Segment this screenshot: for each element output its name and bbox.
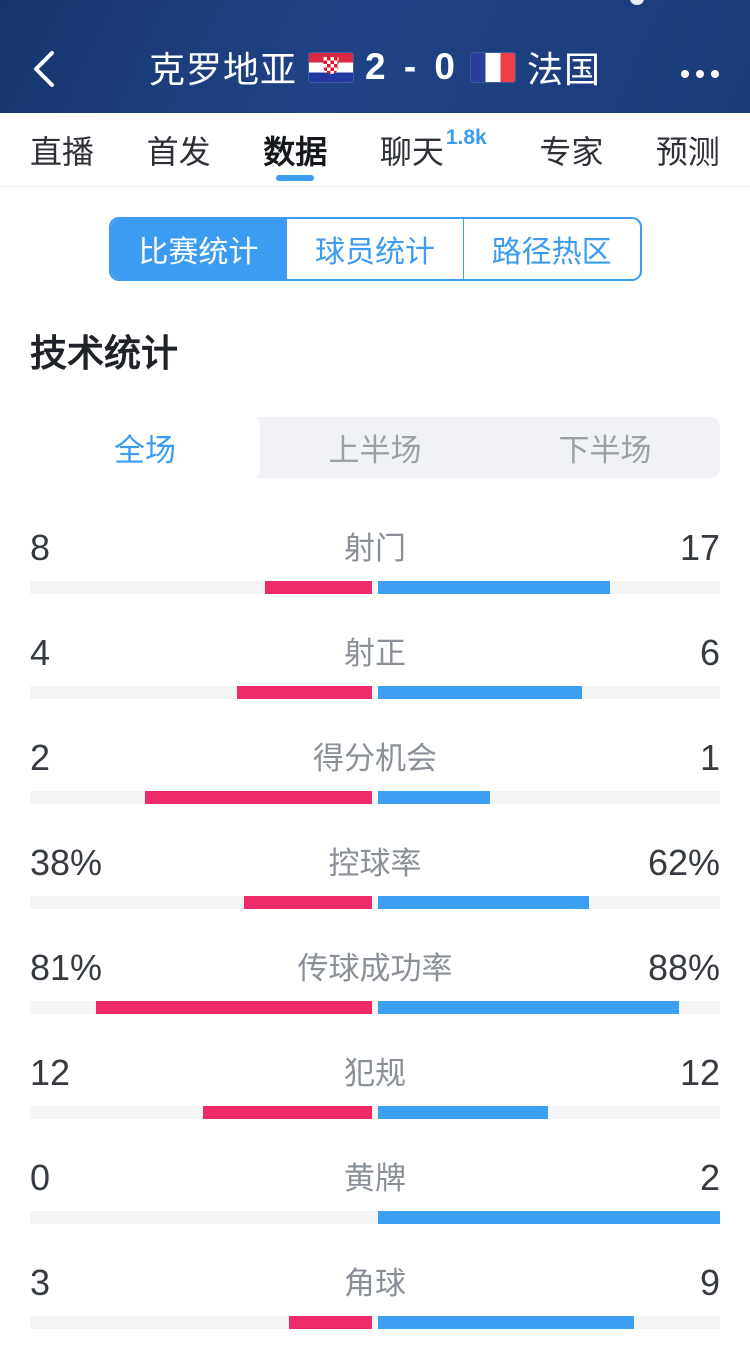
stat-label: 射门 bbox=[344, 531, 406, 566]
home-bar bbox=[237, 686, 372, 699]
header-decoration-dot bbox=[630, 0, 644, 5]
stat-bar-track bbox=[30, 1106, 720, 1119]
away-value: 17 bbox=[679, 527, 720, 568]
stat-row: 81% 传球成功率 88% bbox=[30, 936, 720, 1041]
period-full-match[interactable]: 全场 bbox=[30, 417, 260, 478]
stat-row: 8 射门 17 bbox=[30, 516, 720, 621]
back-button[interactable] bbox=[22, 43, 66, 95]
dot-icon bbox=[681, 70, 689, 78]
stat-row: 0 黄牌 2 bbox=[30, 1146, 720, 1251]
tab-chat[interactable]: 聊天 1.8k bbox=[379, 125, 487, 170]
home-bar bbox=[264, 581, 372, 594]
away-bar bbox=[378, 791, 491, 804]
stat-bar-track bbox=[30, 1001, 720, 1014]
stat-label: 黄牌 bbox=[344, 1161, 406, 1196]
away-team-name: 法国 bbox=[527, 49, 602, 90]
tab-data[interactable]: 数据 bbox=[263, 113, 327, 186]
away-bar bbox=[378, 1001, 679, 1014]
stat-label: 犯规 bbox=[344, 1056, 406, 1091]
stat-bar-track bbox=[30, 686, 720, 699]
away-bar bbox=[378, 1211, 720, 1224]
croatia-flag-icon bbox=[308, 52, 353, 82]
period-second-half[interactable]: 下半场 bbox=[558, 433, 652, 468]
stats-list: 8 射门 17 4 射正 6 2 得分机会 bbox=[0, 478, 750, 1356]
stat-label: 控球率 bbox=[328, 846, 422, 881]
away-value: 88% bbox=[647, 947, 720, 988]
home-value: 12 bbox=[30, 1052, 71, 1093]
away-value: 6 bbox=[699, 632, 720, 673]
tabbar-divider bbox=[0, 186, 750, 187]
header: 克罗地亚 2 - 0 法国 bbox=[0, 0, 750, 113]
stat-row: 3 角球 9 bbox=[30, 1251, 720, 1356]
stat-label: 射正 bbox=[344, 636, 406, 671]
away-value: 2 bbox=[699, 1157, 720, 1198]
home-value: 81% bbox=[30, 947, 103, 988]
away-bar bbox=[378, 1106, 548, 1119]
stat-row: 38% 控球率 62% bbox=[30, 831, 720, 936]
stat-row: 4 射正 6 bbox=[30, 621, 720, 726]
chat-count-badge: 1.8k bbox=[445, 125, 487, 149]
away-bar bbox=[378, 686, 582, 699]
away-value: 12 bbox=[679, 1052, 720, 1093]
away-bar bbox=[378, 896, 589, 909]
home-bar bbox=[145, 791, 372, 804]
stat-bar-track bbox=[30, 791, 720, 804]
match-title: 克罗地亚 2 - 0 法国 bbox=[149, 41, 601, 107]
section-title: 技术统计 bbox=[30, 333, 178, 374]
segment-player-stats[interactable]: 球员统计 bbox=[286, 219, 463, 279]
stat-label: 传球成功率 bbox=[297, 951, 453, 986]
stat-bar-track bbox=[30, 896, 720, 909]
tab-live[interactable]: 直播 bbox=[30, 133, 95, 170]
home-value: 2 bbox=[30, 737, 51, 778]
home-bar bbox=[243, 896, 372, 909]
home-value: 3 bbox=[30, 1262, 51, 1303]
dot-icon bbox=[711, 70, 719, 78]
stat-bar-track bbox=[30, 1211, 720, 1224]
stat-bar-track bbox=[30, 581, 720, 594]
stat-row: 12 犯规 12 bbox=[30, 1041, 720, 1146]
home-value: 4 bbox=[30, 632, 51, 673]
dot-icon bbox=[696, 70, 704, 78]
home-value: 8 bbox=[30, 527, 51, 568]
home-value: 38% bbox=[30, 842, 103, 883]
home-bar bbox=[202, 1106, 372, 1119]
segment-match-stats[interactable]: 比赛统计 bbox=[110, 219, 287, 279]
segment-heatmap[interactable]: 路径热区 bbox=[462, 219, 640, 279]
away-bar bbox=[378, 1316, 634, 1329]
back-chevron-icon bbox=[34, 51, 54, 87]
tab-experts[interactable]: 专家 bbox=[539, 133, 604, 170]
period-first-half[interactable]: 上半场 bbox=[328, 433, 422, 468]
home-bar bbox=[95, 1001, 372, 1014]
stats-segmented-control: 比赛统计 球员统计 路径热区 bbox=[108, 217, 642, 281]
stat-label: 得分机会 bbox=[313, 741, 437, 776]
france-flag-icon bbox=[471, 52, 516, 82]
away-value: 62% bbox=[647, 842, 720, 883]
more-options-button[interactable] bbox=[672, 57, 728, 91]
stat-bar-track bbox=[30, 1316, 720, 1329]
stat-row: 2 得分机会 1 bbox=[30, 726, 720, 831]
period-tabs: 全场 上半场 下半场 bbox=[30, 417, 720, 478]
main-tabbar: 直播 首发 数据 聊天 1.8k 专家 预测 bbox=[0, 113, 750, 186]
away-value: 1 bbox=[699, 737, 720, 778]
tab-lineup[interactable]: 首发 bbox=[146, 133, 211, 170]
home-value: 0 bbox=[30, 1157, 51, 1198]
match-score: 2 - 0 bbox=[364, 46, 460, 87]
stat-label: 角球 bbox=[344, 1266, 406, 1301]
home-bar bbox=[288, 1316, 372, 1329]
away-bar bbox=[378, 581, 610, 594]
tab-prediction[interactable]: 预测 bbox=[655, 133, 720, 170]
away-value: 9 bbox=[699, 1262, 720, 1303]
home-team-name: 克罗地亚 bbox=[148, 49, 297, 90]
